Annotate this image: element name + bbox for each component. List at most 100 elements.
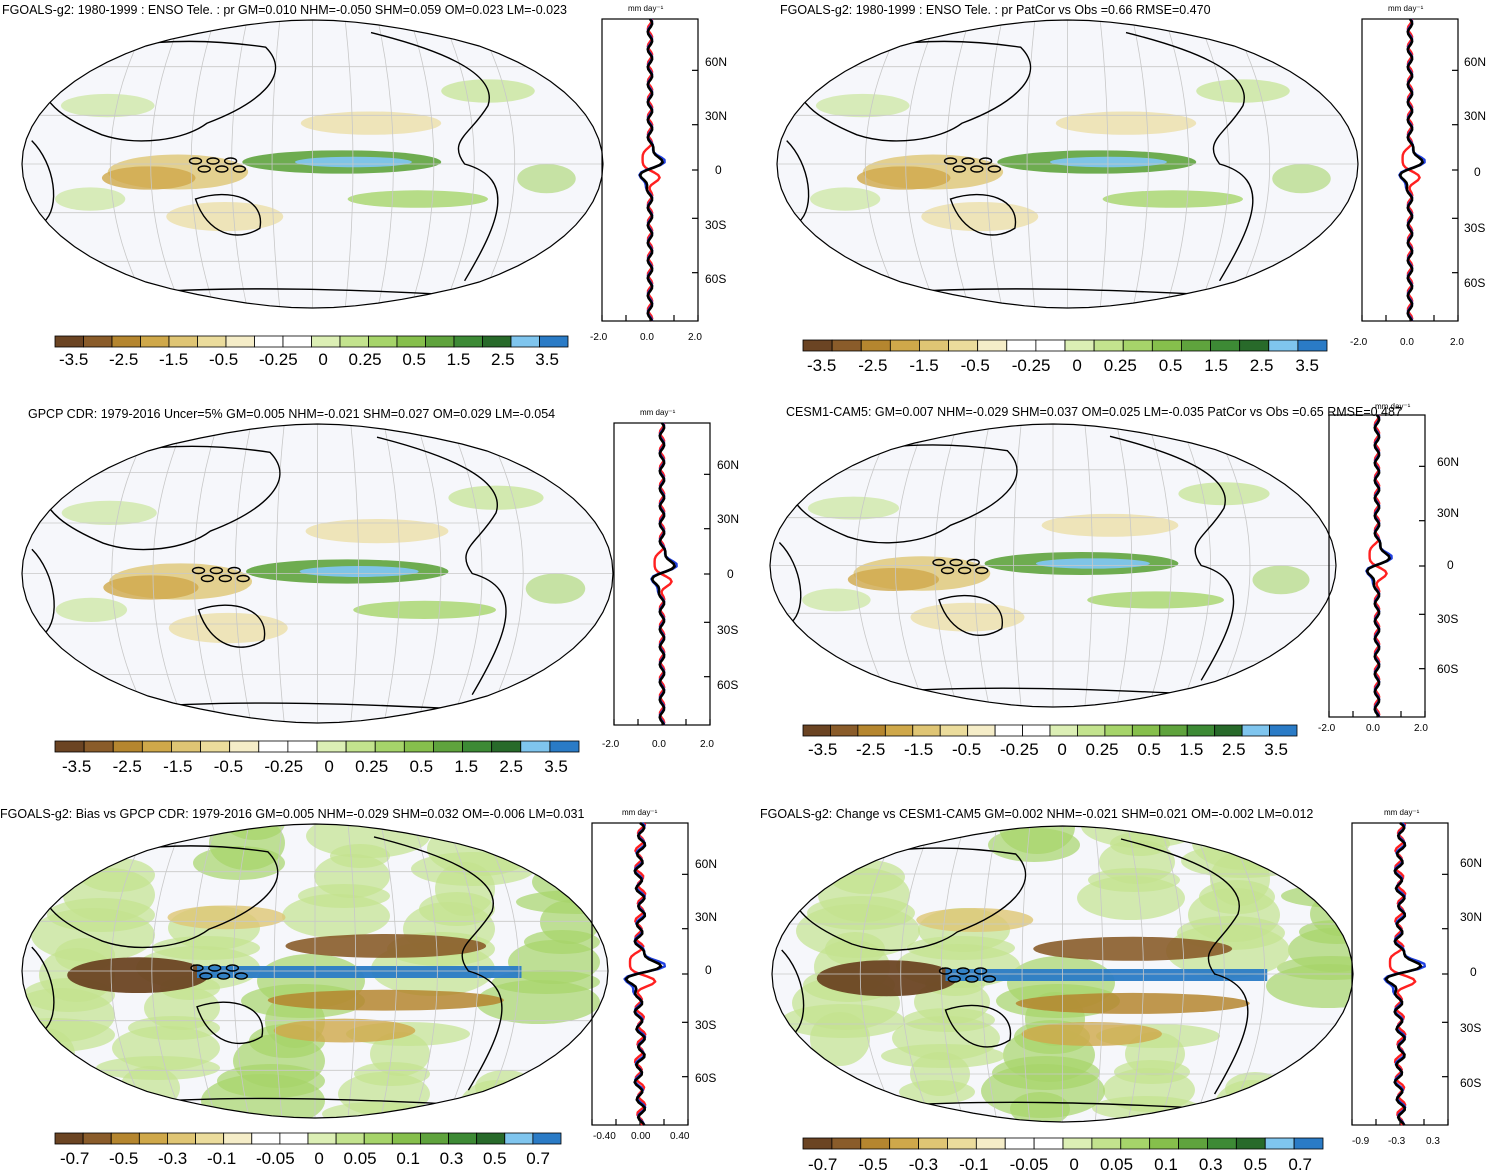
colorbar-swatch <box>1122 339 1153 352</box>
lat-label-30n: 30N <box>1460 910 1483 924</box>
colorbar <box>802 339 1328 352</box>
colorbar-swatch <box>857 724 886 737</box>
lat-label-30s: 30S <box>1460 1021 1482 1035</box>
colorbar-label: 3.5 <box>1264 740 1288 759</box>
colorbar-swatch <box>396 335 426 348</box>
colorbar-label: -0.1 <box>206 1149 237 1168</box>
lat-label-60n: 60N <box>1437 455 1460 469</box>
colorbar-label: -0.05 <box>255 1149 295 1168</box>
colorbar-label: 0.5 <box>402 350 426 369</box>
colorbar-label: -2.5 <box>112 757 142 776</box>
colorbar-label: -0.7 <box>60 1149 90 1168</box>
colorbar-swatch <box>967 724 996 737</box>
colorbar-label: -3.5 <box>808 740 838 759</box>
colorbar-swatch <box>112 740 143 753</box>
colorbar-label: -0.25 <box>1011 356 1051 375</box>
lat-label-60n: 60N <box>1460 856 1483 870</box>
units-label: mm day⁻¹ <box>1375 402 1411 411</box>
colorbar-label: 1.5 <box>1204 356 1228 375</box>
colorbar-label: -1.5 <box>163 757 193 776</box>
colorbar-swatch <box>287 740 318 753</box>
colorbar-swatch <box>918 1137 948 1150</box>
colorbar <box>54 740 580 753</box>
colorbar-swatch <box>802 724 831 737</box>
colorbar-swatch <box>510 335 540 348</box>
colorbar-swatch <box>167 1132 196 1145</box>
colorbar-swatch <box>1264 1137 1295 1150</box>
x-tick-label-left: -2.0 <box>1350 337 1368 348</box>
colorbar-swatch <box>138 1132 168 1145</box>
colorbar-swatch <box>1210 339 1241 352</box>
colorbar-swatch <box>860 339 891 352</box>
colorbar-swatch <box>975 1137 1006 1150</box>
lat-label-60s: 60S <box>717 678 739 692</box>
colorbar-swatch <box>1093 339 1124 352</box>
units-label: mm day⁻¹ <box>1388 4 1424 13</box>
colorbar-label: 0 <box>318 350 328 369</box>
colorbar-label: 0.3 <box>439 1149 464 1168</box>
colorbar-label: 0.25 <box>1103 356 1137 375</box>
colorbar-swatch <box>912 724 941 737</box>
colorbar-label: -3.5 <box>807 356 837 375</box>
colorbar-swatch <box>197 335 227 348</box>
colorbar-swatch <box>476 1132 506 1145</box>
colorbar-swatch <box>425 335 455 348</box>
colorbar-label: -0.3 <box>157 1149 188 1168</box>
colorbar-swatch <box>311 335 341 348</box>
colorbar-swatch <box>83 740 114 753</box>
colorbar-label: 0 <box>1057 740 1067 759</box>
colorbar-labels: -3.5 -2.5 -1.5 -0.5 -0.25 0 0.25 0.5 1.5… <box>807 356 1319 376</box>
lat-label-60n: 60N <box>1464 55 1487 69</box>
panel-title: FGOALS-g2: 1980-1999 : ENSO Tele. : pr G… <box>2 3 567 17</box>
colorbar-swatch <box>947 1137 977 1150</box>
colorbar-label: 3.5 <box>1295 356 1319 375</box>
colorbar-swatch <box>83 335 113 348</box>
colorbar-swatch <box>345 740 376 753</box>
colorbar-swatch <box>282 335 312 348</box>
colorbar-swatch <box>994 724 1023 737</box>
x-tick-label-right: 0.3 <box>1426 1136 1440 1147</box>
x-tick-label-left: -2.0 <box>602 739 620 750</box>
colorbar-label: 0 <box>324 757 334 776</box>
lat-label-60s: 60S <box>705 272 727 286</box>
colorbar-swatch <box>1062 1137 1093 1150</box>
colorbar-swatch <box>420 1132 449 1145</box>
lat-label-30s: 30S <box>705 218 727 232</box>
colorbar-swatch <box>223 1132 253 1145</box>
panel-title: FGOALS-g2: Bias vs GPCP CDR: 1979-2016 G… <box>0 807 585 821</box>
colorbar-label: -0.5 <box>858 1155 888 1174</box>
colorbar-swatch <box>1151 339 1182 352</box>
colorbar-swatch <box>462 740 493 753</box>
colorbar-swatch <box>1181 339 1211 352</box>
colorbar-swatch <box>1159 724 1188 737</box>
colorbar-swatch <box>82 1132 112 1145</box>
colorbar-swatch <box>1207 1137 1237 1150</box>
colorbar-label: -0.25 <box>264 757 304 776</box>
lat-label-eq: 0 <box>705 963 712 977</box>
colorbar-swatch <box>482 335 512 348</box>
colorbar-swatch <box>1033 1137 1064 1150</box>
colorbar-swatch <box>54 740 85 753</box>
colorbar-swatch <box>1297 339 1328 352</box>
lat-label-30s: 30S <box>717 623 739 637</box>
colorbar-label: 0 <box>1069 1155 1079 1174</box>
colorbar-swatch <box>919 339 949 352</box>
colorbar <box>802 1137 1324 1150</box>
colorbar-swatch <box>939 724 969 737</box>
units-label: mm day⁻¹ <box>622 808 658 817</box>
colorbar-swatch <box>539 335 569 348</box>
colorbar-label: -1.5 <box>158 350 189 369</box>
colorbar-swatch <box>403 740 434 753</box>
lat-label-60n: 60N <box>695 857 718 871</box>
colorbar-label: 2.5 <box>1221 740 1246 759</box>
lat-label-30n: 30N <box>1437 506 1460 520</box>
colorbar-swatch <box>1064 339 1095 352</box>
colorbar-swatch <box>802 339 833 352</box>
lat-label-30s: 30S <box>695 1018 717 1032</box>
colorbar-swatch <box>111 335 141 348</box>
colorbar-label: -0.5 <box>951 740 982 759</box>
colorbar <box>802 724 1298 737</box>
lat-label-60n: 60N <box>705 55 728 69</box>
zonal-mean-profile <box>1361 18 1459 322</box>
colorbar-swatch <box>168 335 198 348</box>
